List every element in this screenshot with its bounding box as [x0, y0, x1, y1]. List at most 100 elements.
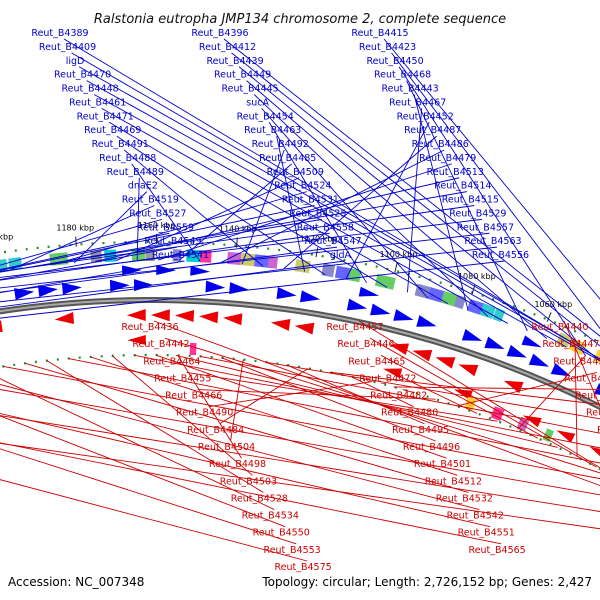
gene-label: Reut_B4442 — [132, 339, 189, 350]
kbp-tick-label: 1060 kbp — [534, 300, 572, 309]
gene-label: Reut_B4551 — [458, 528, 515, 539]
forward-gene-arrow — [461, 328, 483, 341]
reverse-gene-arrow — [294, 322, 315, 335]
label-leader — [391, 52, 600, 330]
gene-label: Reut_B4514 — [434, 181, 491, 192]
label-leader — [246, 80, 548, 340]
label-leader — [95, 177, 460, 262]
label-leader — [123, 149, 264, 267]
gene-feature-tracks — [0, 249, 600, 457]
label-leader — [0, 205, 315, 271]
inner-tick-ring — [0, 353, 600, 471]
gene-label: Reut_B4488 — [99, 153, 156, 164]
gene-label: Reut_B4475 — [564, 373, 600, 384]
kbp-tick-label: 1180 kbp — [56, 224, 94, 233]
label-leader — [0, 232, 170, 271]
label-leader — [78, 66, 600, 362]
forward-gene-arrow — [393, 309, 414, 321]
kbp-tick-label: 1160 kbp — [138, 221, 176, 230]
kbp-tick — [236, 237, 238, 248]
gene-label: Reut_B4565 — [469, 545, 526, 556]
label-leader — [369, 337, 597, 468]
label-leader — [108, 121, 388, 288]
label-leader — [0, 384, 480, 511]
feature-block — [440, 290, 458, 307]
kbp-tick-label: 1200 kbp — [0, 232, 13, 241]
label-leader — [208, 381, 373, 408]
gene-label: Reut_B4467 — [389, 97, 446, 108]
gene-label: Reut_B4445 — [222, 84, 279, 95]
gene-label: Reut_B4479 — [419, 153, 476, 164]
gene-label: Reut_B4525 — [289, 208, 346, 219]
label-leader — [0, 448, 297, 545]
label-leader — [0, 389, 600, 496]
gene-label: Reut_B4519 — [122, 195, 179, 206]
gene-label: Reut_B4575 — [274, 562, 331, 573]
reverse-gene-arrow — [389, 343, 409, 356]
label-leader — [574, 338, 578, 458]
reverse-gene-arrow — [458, 364, 479, 377]
gene-label: Reut_B4443 — [382, 84, 439, 95]
label-leader — [345, 122, 430, 279]
gene-label: Reut_B4503 — [220, 476, 277, 487]
label-leader — [0, 442, 502, 545]
gene-label: Reut_B4491 — [92, 139, 149, 150]
gene-label: ligD — [66, 56, 85, 67]
topology-summary: Topology: circular; Length: 2,726,152 bp… — [261, 575, 592, 589]
label-leader — [230, 359, 244, 442]
gene-label: Reut_B4439 — [206, 56, 263, 67]
gene-label: Reut_B4486 — [412, 139, 469, 150]
label-leader — [158, 163, 452, 261]
kbp-tick — [546, 312, 552, 322]
gene-label: Reut_B4531 — [282, 195, 339, 206]
label-leader — [383, 38, 600, 300]
gene-label: Reut_B4559 — [137, 222, 194, 233]
label-leader — [0, 415, 286, 528]
reverse-gene-arrow — [412, 350, 433, 362]
forward-gene-arrow — [300, 290, 321, 303]
gene-label: Reut_B4528 — [231, 493, 288, 504]
label-leader — [0, 260, 505, 319]
gene-label: Reut_B4471 — [77, 111, 134, 122]
gene-label: Reut_B4446 — [337, 339, 394, 350]
label-leader — [111, 355, 253, 476]
gene-label: dnaE2 — [128, 181, 158, 192]
label-leader — [93, 94, 508, 324]
feature-block — [267, 255, 279, 269]
gene-label: Reut_B4485 — [259, 153, 316, 164]
label-leader — [329, 371, 600, 405]
kbp-tick-label: 1100 kbp — [380, 250, 418, 259]
gene-label: Reut_B4527 — [129, 208, 186, 219]
gene-label: Reut_B4454 — [237, 111, 294, 122]
feature-block — [348, 268, 362, 283]
label-leader — [517, 354, 587, 430]
gene-label: Reut_B4483 — [586, 408, 600, 419]
forward-gene-arrow — [276, 287, 297, 299]
label-leader — [402, 389, 415, 394]
label-leader — [136, 177, 140, 261]
label-leader — [0, 442, 600, 530]
label-leader — [46, 360, 264, 493]
accession-text: Accession: NC_007348 — [8, 575, 144, 589]
label-leader — [0, 412, 491, 528]
gene-label: Reut_B4563 — [464, 236, 521, 247]
label-leader — [253, 94, 489, 317]
feature-block — [334, 265, 352, 281]
gene-label: Reut_B4553 — [264, 545, 321, 556]
label-leader — [398, 66, 586, 356]
gene-label: Reut_B4495 — [392, 425, 449, 436]
gene-label: Reut_B4415 — [351, 28, 408, 39]
forward-gene-arrow — [205, 280, 226, 293]
gene-label: Reut_B4472 — [359, 373, 416, 384]
forward-gene-arrow — [506, 344, 527, 358]
backbone-highlight — [0, 299, 600, 409]
label-leader — [32, 191, 467, 268]
gene-label: Reut_B4396 — [191, 28, 248, 39]
label-leader — [90, 356, 458, 476]
reverse-gene-arrow — [150, 309, 170, 322]
gene-label: Reut_B4550 — [253, 528, 310, 539]
gene-label: Reut_B4529 — [449, 208, 506, 219]
label-leader — [0, 218, 163, 266]
reverse-gene-arrow — [127, 335, 146, 346]
